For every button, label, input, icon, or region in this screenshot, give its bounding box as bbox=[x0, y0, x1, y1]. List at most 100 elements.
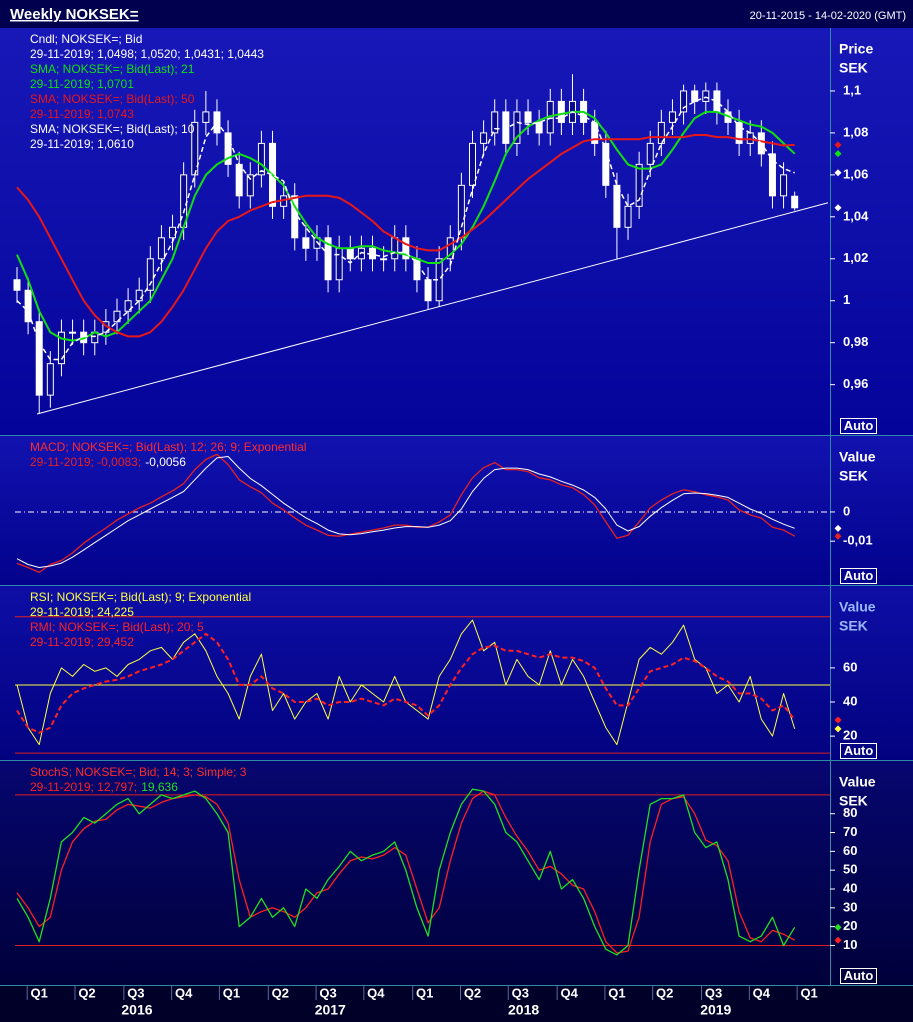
candle-body bbox=[302, 237, 310, 249]
candle-body bbox=[13, 279, 21, 291]
y-tick-label: 40 bbox=[843, 693, 857, 708]
legend-value: 29-11-2019; 1,0610 bbox=[30, 137, 134, 151]
x-tick-label: Q2 bbox=[656, 985, 673, 1000]
candle-body bbox=[202, 111, 210, 123]
y-tick-label: 70 bbox=[843, 824, 857, 839]
candle-body bbox=[224, 132, 232, 165]
legend-title: MACD; NOKSEK=; Bid(Last); 12; 26; 9; Exp… bbox=[30, 440, 306, 454]
candle-body bbox=[491, 111, 499, 134]
year-label: 2016 bbox=[121, 1002, 152, 1018]
panel-background bbox=[0, 436, 913, 585]
auto-label[interactable]: Auto bbox=[844, 968, 874, 983]
header-bar bbox=[0, 0, 913, 28]
candle-body bbox=[169, 226, 177, 239]
candle-body bbox=[391, 237, 399, 260]
last-value-marker bbox=[834, 169, 842, 177]
legend-value: 29-11-2019; 12,797; bbox=[30, 780, 137, 794]
legend-name: SMA; NOKSEK=; Bid(Last); 50 bbox=[30, 92, 195, 106]
x-tick-label: Q4 bbox=[367, 985, 385, 1000]
x-tick-label: Q3 bbox=[512, 985, 529, 1000]
candle-body bbox=[335, 247, 343, 281]
x-tick-label: Q2 bbox=[272, 985, 289, 1000]
candle-body bbox=[602, 142, 610, 186]
y-tick-label: 1,08 bbox=[843, 124, 868, 139]
candle-body bbox=[346, 247, 354, 260]
series-line bbox=[16, 453, 796, 574]
y-tick-label: 20 bbox=[843, 728, 857, 743]
candle-body bbox=[124, 300, 132, 312]
candle-body bbox=[646, 142, 654, 165]
series-line bbox=[16, 456, 795, 568]
last-value-marker bbox=[834, 204, 842, 212]
y-tick-label: 1,02 bbox=[843, 250, 868, 265]
axis-label: SEK bbox=[839, 618, 868, 634]
auto-label[interactable]: Auto bbox=[844, 568, 874, 583]
trendline bbox=[36, 202, 829, 415]
auto-button bbox=[840, 568, 877, 584]
last-value-marker bbox=[834, 141, 842, 149]
candle-body bbox=[324, 237, 332, 281]
series-line bbox=[16, 96, 795, 361]
auto-label[interactable]: Auto bbox=[844, 743, 874, 758]
last-value-marker bbox=[834, 725, 842, 733]
y-tick-label: 10 bbox=[843, 937, 857, 952]
header-title: Weekly NOKSEK= bbox=[10, 6, 139, 23]
last-value-marker bbox=[834, 716, 842, 724]
legend-name: Cndl; NOKSEK=; Bid bbox=[30, 32, 142, 46]
candle-body bbox=[524, 111, 532, 123]
candle-body bbox=[768, 153, 776, 197]
y-tick-label: 20 bbox=[843, 918, 857, 933]
legend-name: SMA; NOKSEK=; Bid(Last); 21 bbox=[30, 62, 195, 76]
candle-body bbox=[735, 121, 743, 144]
candle-body bbox=[713, 90, 721, 113]
x-tick-label: Q3 bbox=[705, 985, 722, 1000]
x-tick-label: Q3 bbox=[319, 985, 336, 1000]
axis-label: Value bbox=[839, 774, 876, 790]
legend-name: RSI; NOKSEK=; Bid(Last); 9; Exponential bbox=[30, 590, 251, 604]
candle-body bbox=[513, 111, 521, 144]
legend-value: 29-11-2019; 1,0743 bbox=[30, 107, 134, 121]
series-line bbox=[16, 110, 796, 342]
x-tick-label: Q3 bbox=[127, 985, 144, 1000]
x-tick-label: Q1 bbox=[31, 985, 48, 1000]
y-tick-label: 1 bbox=[843, 292, 850, 307]
legend-name: SMA; NOKSEK=; Bid(Last); 10 bbox=[30, 122, 195, 136]
last-value-marker bbox=[834, 923, 842, 931]
candle-body bbox=[480, 132, 488, 144]
y-tick-label: 50 bbox=[843, 862, 857, 877]
x-tick-label: Q4 bbox=[560, 985, 578, 1000]
axis-label: SEK bbox=[839, 60, 868, 76]
candle-body bbox=[57, 331, 65, 365]
axis-label: Price bbox=[839, 41, 873, 57]
x-tick-label: Q1 bbox=[416, 985, 433, 1000]
y-tick-label: -0,01 bbox=[843, 533, 873, 548]
series-line bbox=[16, 632, 796, 734]
legend-title: StochS; NOKSEK=; Bid; 14; 3; Simple; 3 bbox=[30, 765, 247, 779]
auto-label[interactable]: Auto bbox=[844, 418, 874, 433]
candle-body bbox=[46, 363, 54, 396]
candle-body bbox=[246, 174, 254, 197]
candle-body bbox=[135, 289, 143, 302]
auto-button bbox=[840, 968, 877, 984]
last-value-marker bbox=[834, 524, 842, 532]
y-tick-label: 1,06 bbox=[843, 166, 868, 181]
candle-body bbox=[702, 90, 710, 102]
legend-value: -0,0056 bbox=[145, 455, 186, 469]
y-tick-label: 60 bbox=[843, 843, 857, 858]
candle-body bbox=[557, 100, 565, 123]
candle-body bbox=[257, 142, 265, 176]
axis-label: SEK bbox=[839, 793, 868, 809]
y-tick-label: 1,1 bbox=[843, 82, 861, 97]
candle-body bbox=[457, 184, 465, 239]
year-label: 2019 bbox=[700, 1002, 731, 1018]
x-tick-label: Q1 bbox=[223, 985, 240, 1000]
candle-body bbox=[780, 174, 788, 197]
candle-body bbox=[380, 258, 388, 261]
y-tick-label: 0,98 bbox=[843, 334, 868, 349]
candle-body bbox=[446, 237, 454, 260]
candle-body bbox=[146, 258, 154, 291]
candle-body bbox=[35, 321, 43, 396]
candle-body bbox=[691, 90, 699, 102]
y-tick-label: 0,96 bbox=[843, 376, 868, 391]
